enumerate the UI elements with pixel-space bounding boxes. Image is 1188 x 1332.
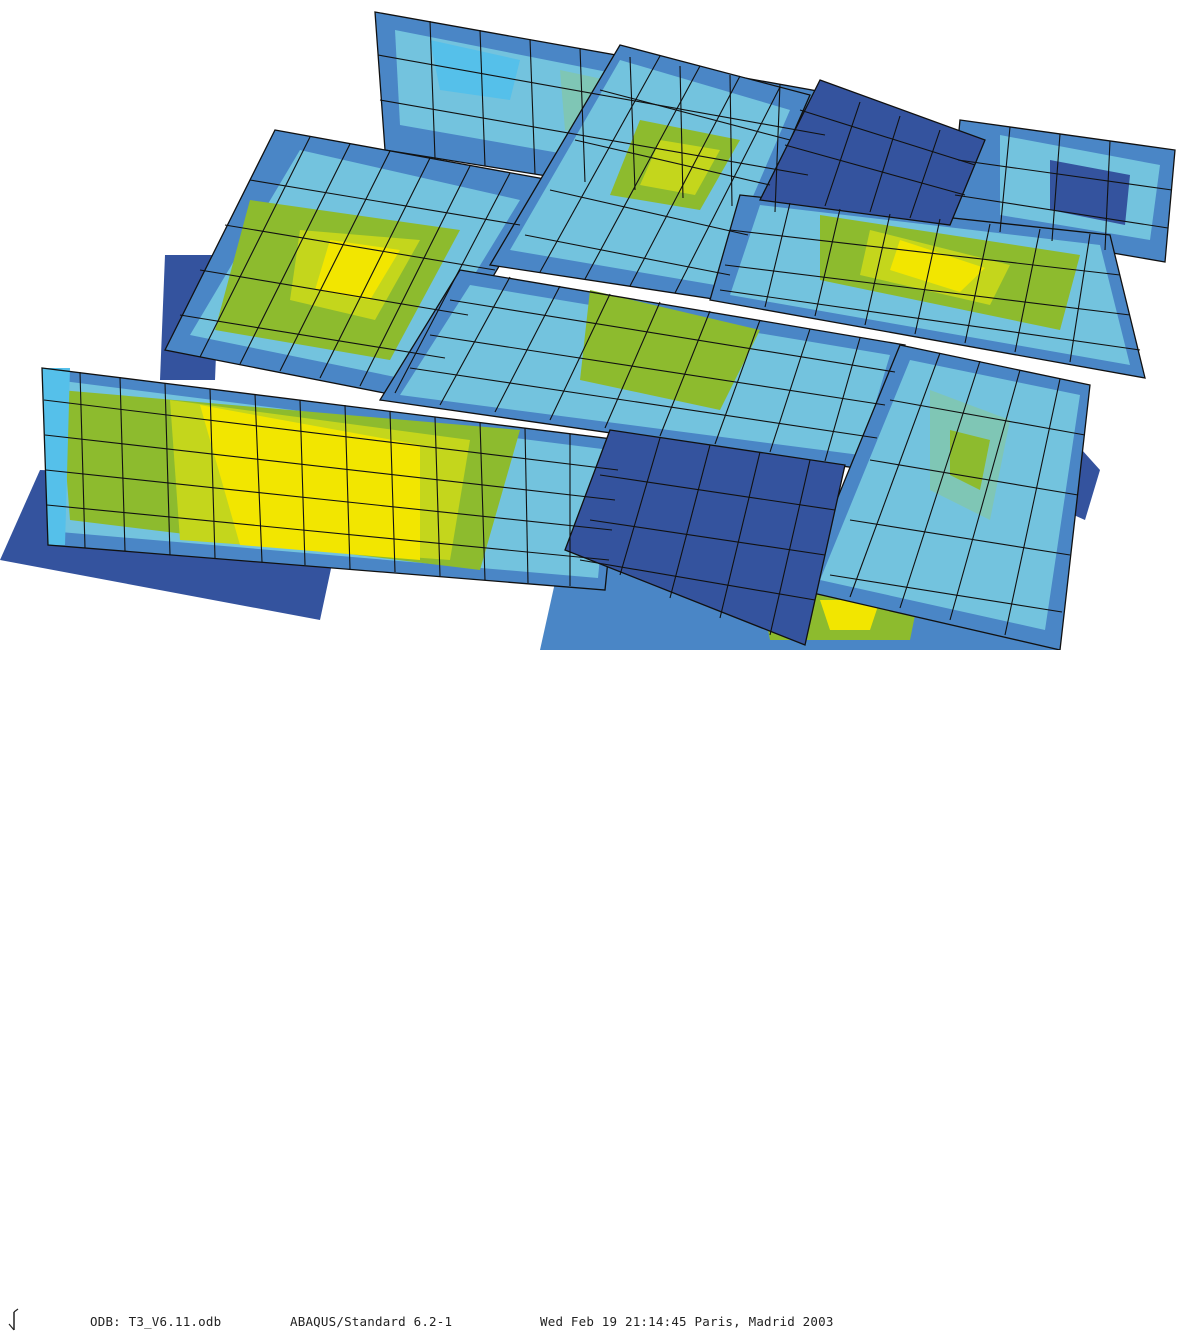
- coordinate-triad-icon: [8, 1308, 19, 1331]
- timestamp: Wed Feb 19 21:14:45 Paris, Madrid 2003: [540, 1314, 834, 1329]
- solver-version: ABAQUS/Standard 6.2-1: [290, 1314, 453, 1329]
- tow-dark-square-top: [759, 79, 986, 226]
- tow-front-left: [41, 367, 621, 591]
- status-text: ODB: T3_V6.11.odb ABAQUS/Standard 6.2-1 We…: [90, 1314, 834, 1329]
- model-viewport[interactable]: [0, 0, 1188, 650]
- finite-element-mesh: [43, 20, 1173, 636]
- tow-right-lower: [799, 344, 1091, 650]
- status-bar: ODB: T3_V6.11.odb ABAQUS/Standard 6.2-1 We…: [0, 650, 1188, 1331]
- tow-center: [378, 269, 906, 471]
- odb-filename: ODB: T3_V6.11.odb: [90, 1314, 222, 1329]
